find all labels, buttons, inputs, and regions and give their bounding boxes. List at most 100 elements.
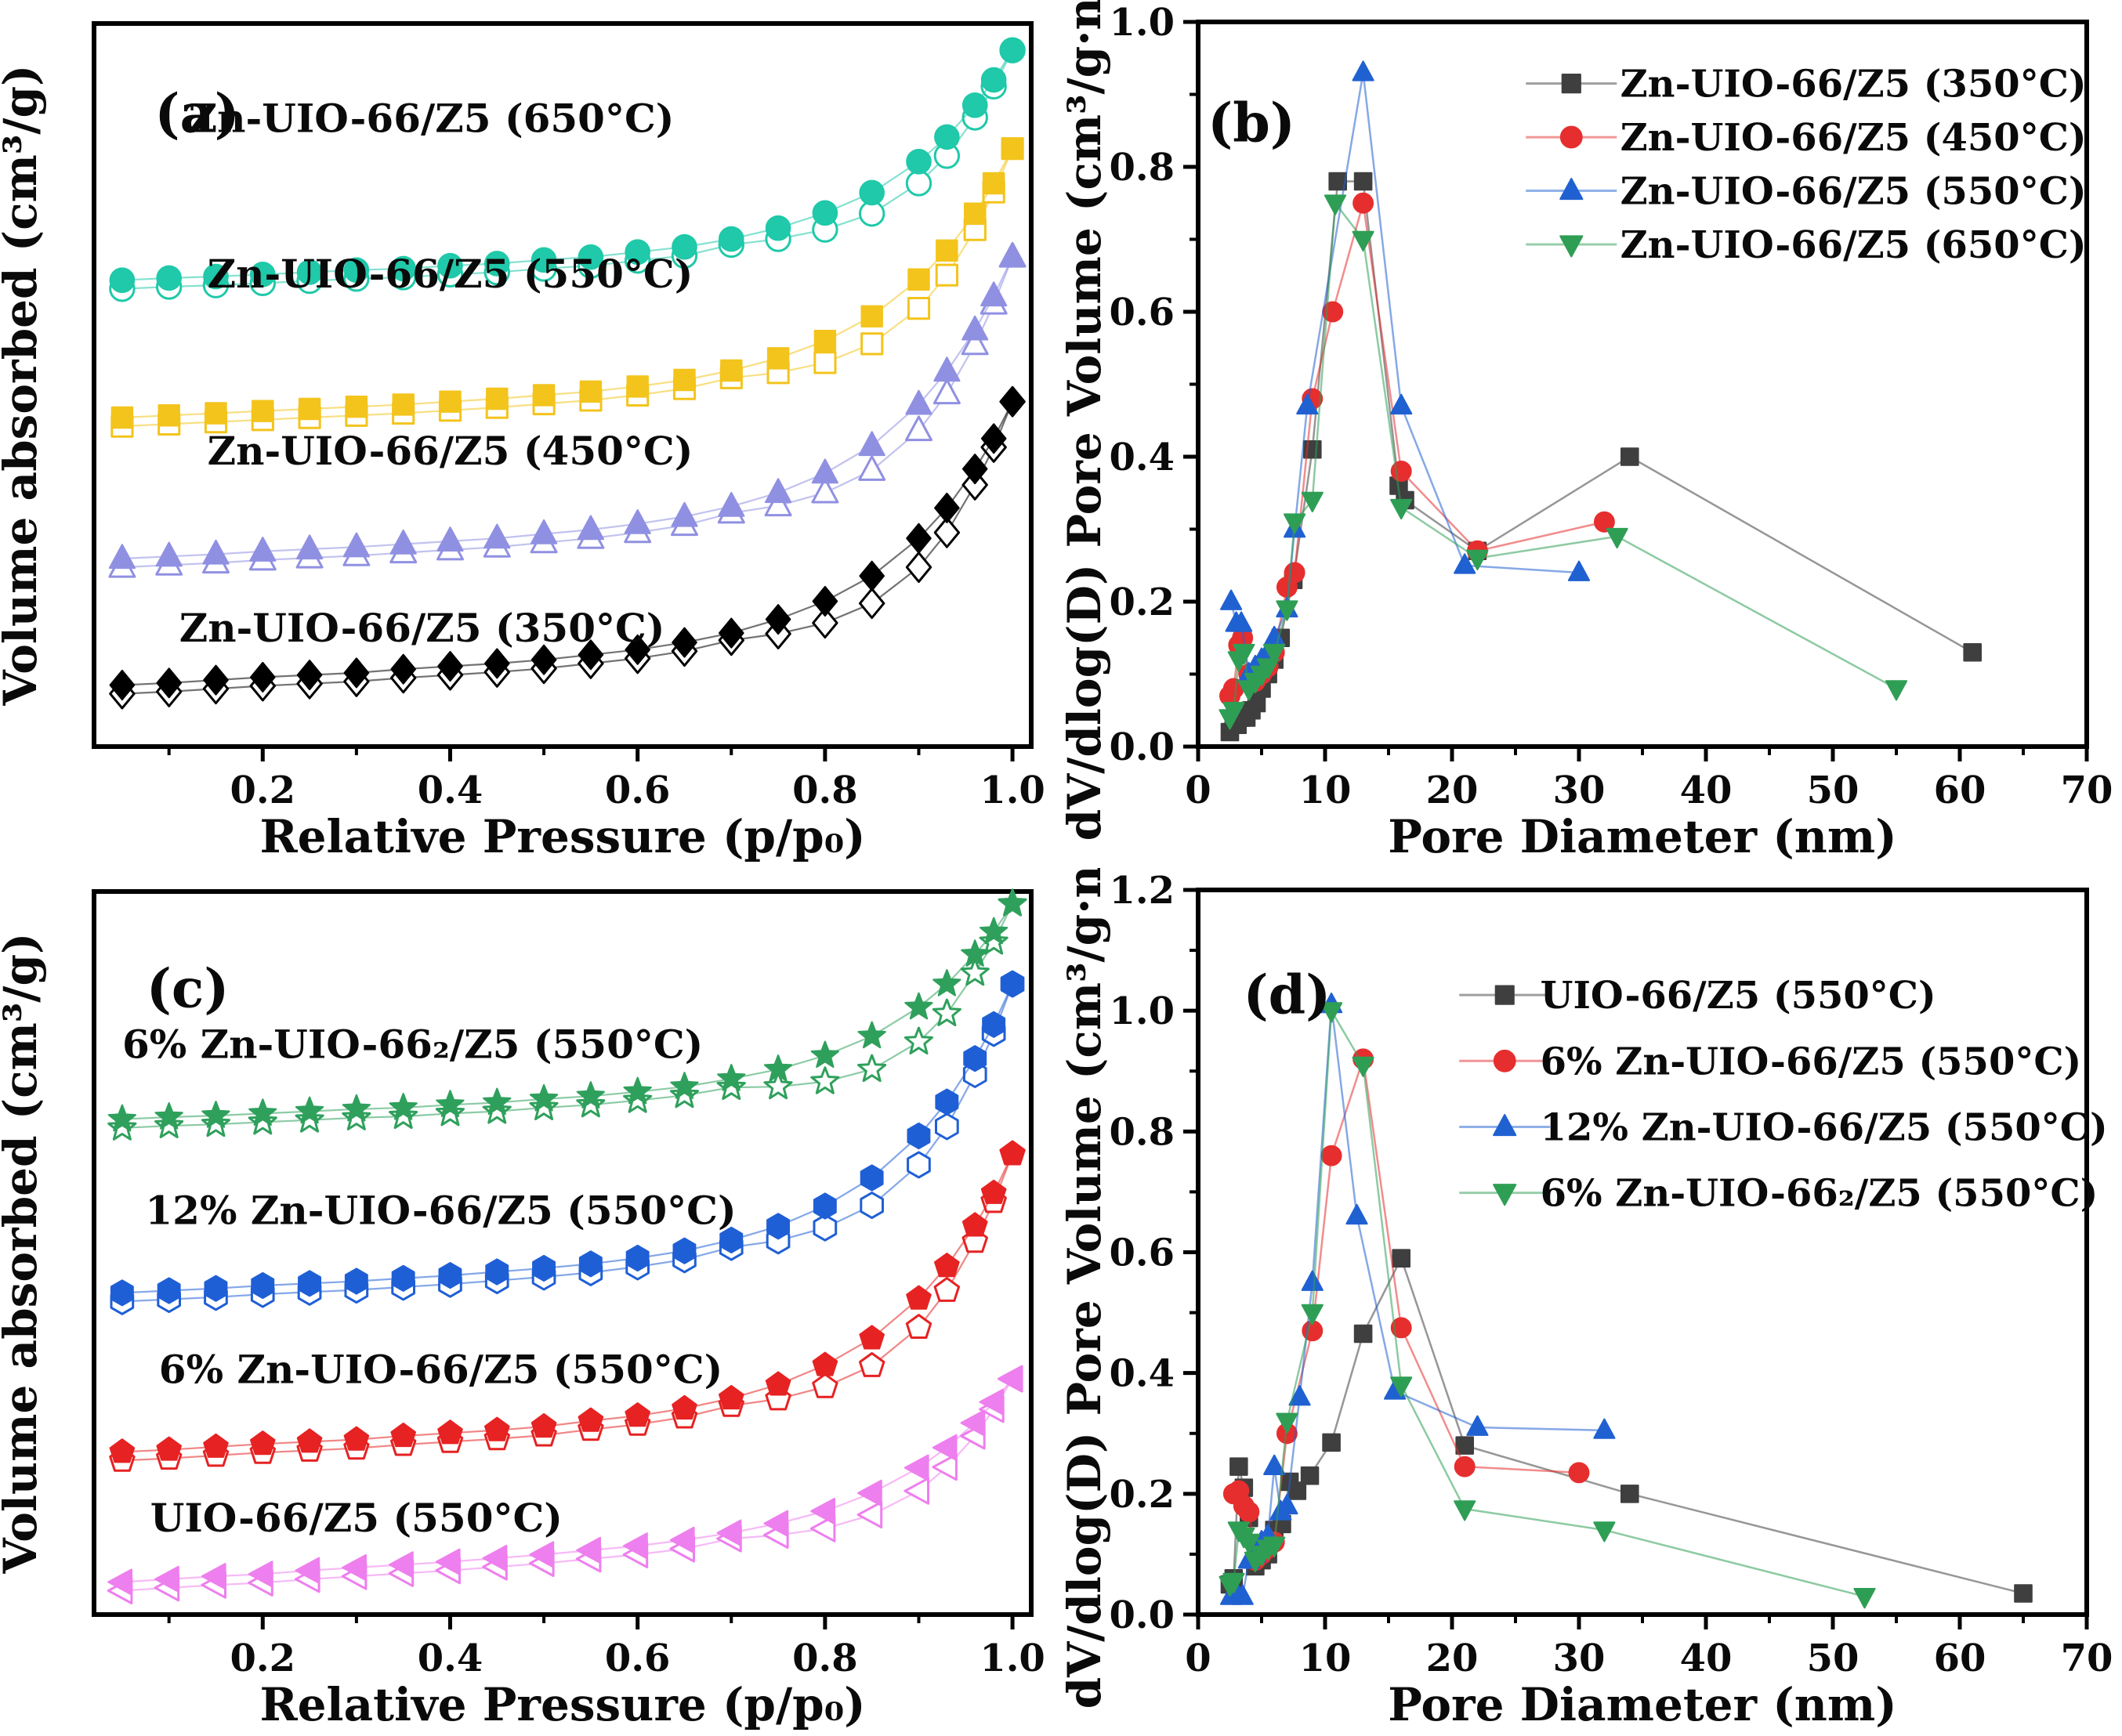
- svg-text:Zn-UIO-66/Z5 (350°C): Zn-UIO-66/Z5 (350°C): [179, 605, 665, 651]
- svg-text:Zn-UIO-66/Z5 (450°C): Zn-UIO-66/Z5 (450°C): [208, 428, 693, 474]
- legend-entry: Zn-UIO-66/Z5 (450°C): [1526, 116, 2087, 160]
- y-tick-label: 1.0: [1109, 989, 1175, 1033]
- series-line: [121, 401, 1014, 686]
- series-line: [121, 49, 1014, 290]
- axes: 0 10 20 30 40 50 60 70 0.0 0.2 0.4 0.6 0.8 1.0 1.2 Pore…: [1061, 868, 2113, 1731]
- x-tick-label: 0: [1185, 769, 1211, 812]
- x-tick-label: 0.2: [230, 1637, 296, 1680]
- x-tick-label: 50: [1807, 769, 1859, 812]
- series-6% Zn-UIO-66₂/Z5 (550°C) adsorption: [107, 888, 1027, 1132]
- x-tick-label: 1.0: [980, 769, 1045, 812]
- x-tick-label: 1.0: [980, 1637, 1045, 1680]
- series-Zn-UIO-66/Z5 (650°C): [1219, 194, 1908, 730]
- series-6% Zn-UIO-66/Z5 (550°C) adsorption: [109, 1140, 1026, 1463]
- x-tick-label: 0.4: [418, 1637, 483, 1680]
- legend-label: UIO-66/Z5 (550°C): [1541, 974, 1936, 1018]
- series-line: [121, 1378, 1014, 1592]
- x-tick-label: 20: [1426, 1637, 1479, 1680]
- series-UIO-66/Z5 (550°C) adsorption: [107, 1365, 1023, 1596]
- curve-label: Zn-UIO-66/Z5 (350°C): [179, 605, 665, 651]
- y-tick-label: 0.6: [1109, 291, 1175, 335]
- axes: 0.2 0.4 0.6 0.8 1.0 Relative Pressure (p/p₀) V…: [0, 889, 1045, 1731]
- legend-entry: Zn-UIO-66/Z5 (350°C): [1526, 63, 2087, 107]
- series-line: [121, 49, 1014, 281]
- x-tick-label: 20: [1426, 769, 1479, 812]
- curve-label: Zn-UIO-66/Z5 (550°C): [208, 251, 693, 297]
- panel-letter: (b): [1208, 92, 1295, 155]
- legend-label: Zn-UIO-66/Z5 (550°C): [1620, 170, 2087, 214]
- y-axis-title: dV/dlog(D) Pore Volume (cm³/g·nm): [1061, 0, 1111, 841]
- y-tick-label: 0.4: [1109, 1352, 1175, 1396]
- x-tick-label: 0.6: [605, 769, 671, 812]
- svg-text:UIO-66/Z5 (550°C): UIO-66/Z5 (550°C): [150, 1495, 563, 1541]
- y-tick-label: 0.2: [1109, 580, 1175, 624]
- panel-d: 0 10 20 30 40 50 60 70 0.0 0.2 0.4 0.6 0.8 1.0 1.2 Pore…: [1061, 868, 2122, 1736]
- series-Zn-UIO-66/Z5 (550°C) adsorption: [110, 137, 1024, 429]
- legend-entry: Zn-UIO-66/Z5 (550°C): [1526, 170, 2087, 214]
- x-tick-label: 0.8: [792, 769, 858, 812]
- series-line: [121, 903, 1014, 1120]
- legend: Zn-UIO-66/Z5 (350°C) Zn-UIO-66/Z5 (450°C)…: [1526, 63, 2087, 267]
- legend-label: Zn-UIO-66/Z5 (450°C): [1620, 116, 2087, 160]
- x-axis-title: Pore Diameter (nm): [1388, 1678, 1896, 1731]
- plot-frame: [92, 889, 1034, 1617]
- y-tick-label: 0.6: [1109, 1231, 1175, 1275]
- x-tick-label: 30: [1553, 1637, 1606, 1680]
- curve-label: Zn-UIO-66/Z5 (450°C): [208, 428, 693, 474]
- legend-entry: 6% Zn-UIO-66/Z5 (550°C): [1459, 1040, 2081, 1083]
- svg-text:12% Zn-UIO-66/Z5 (550°C): 12% Zn-UIO-66/Z5 (550°C): [145, 1188, 736, 1234]
- x-tick-label: 40: [1680, 769, 1733, 812]
- legend-label: Zn-UIO-66/Z5 (650°C): [1620, 223, 2087, 267]
- legend-entry: Zn-UIO-66/Z5 (650°C): [1526, 223, 2087, 267]
- curve-label: Zn-UIO-66/Z5 (650°C): [189, 95, 675, 141]
- svg-text:Zn-UIO-66/Z5 (550°C): Zn-UIO-66/Z5 (550°C): [208, 251, 693, 297]
- legend: UIO-66/Z5 (550°C) 6% Zn-UIO-66/Z5 (550°C)…: [1459, 974, 2108, 1216]
- x-tick-label: 30: [1553, 769, 1606, 812]
- x-axis-title: Relative Pressure (p/p₀): [259, 810, 865, 863]
- x-axis-title: Pore Diameter (nm): [1388, 810, 1896, 863]
- axes: 0.2 0.4 0.6 0.8 1.0 Relative Pressure (p/p₀) V…: [0, 21, 1045, 863]
- panel-a: 0.2 0.4 0.6 0.8 1.0 Relative Pressure (p/p₀) V…: [0, 0, 1061, 868]
- series-Zn-UIO-66/Z5 (350°C) adsorption: [109, 386, 1026, 701]
- panel-b-chart: 0 10 20 30 40 50 60 70 0.0 0.2 0.4 0.6 0.8 1.0 Pore Di…: [1061, 0, 2122, 868]
- panel-c-chart: 0.2 0.4 0.6 0.8 1.0 Relative Pressure (p/p₀) V…: [0, 868, 1061, 1736]
- curve-label: UIO-66/Z5 (550°C): [150, 1495, 563, 1541]
- curve-label: 6% Zn-UIO-66/Z5 (550°C): [159, 1347, 722, 1393]
- y-tick-label: 0.4: [1109, 436, 1175, 479]
- x-tick-label: 70: [2061, 769, 2113, 812]
- svg-text:(b): (b): [1208, 92, 1295, 155]
- panel-letter: (a): [154, 82, 239, 145]
- series-line: [121, 148, 1014, 428]
- y-tick-label: 0.0: [1109, 725, 1175, 769]
- panel-b: 0 10 20 30 40 50 60 70 0.0 0.2 0.4 0.6 0.8 1.0 Pore Di…: [1061, 0, 2122, 868]
- legend-label: 6% Zn-UIO-66₂/Z5 (550°C): [1541, 1172, 2098, 1216]
- y-axis-title: dV/dlog(D) Pore Volume (cm³/g·nm): [1061, 868, 1111, 1709]
- x-tick-label: 0.4: [418, 769, 483, 812]
- legend-entry: 12% Zn-UIO-66/Z5 (550°C): [1459, 1105, 2108, 1149]
- y-axis-title: Volume absorbed (cm³/g): [0, 65, 47, 707]
- series-Zn-UIO-66/Z5 (650°C) adsorption: [109, 37, 1026, 293]
- panel-letter: (d): [1243, 964, 1331, 1026]
- svg-text:6% Zn-UIO-66₂/Z5 (550°C): 6% Zn-UIO-66₂/Z5 (550°C): [122, 1021, 703, 1067]
- x-tick-label: 0.8: [792, 1637, 858, 1680]
- series-line: [121, 401, 1014, 695]
- legend-entry: UIO-66/Z5 (550°C): [1459, 974, 1936, 1018]
- x-tick-label: 60: [1934, 769, 1986, 812]
- y-tick-label: 0.8: [1109, 1110, 1175, 1154]
- legend-label: 12% Zn-UIO-66/Z5 (550°C): [1541, 1105, 2108, 1149]
- panel-d-chart: 0 10 20 30 40 50 60 70 0.0 0.2 0.4 0.6 0.8 1.0 1.2 Pore…: [1061, 868, 2122, 1736]
- y-tick-label: 0.8: [1109, 146, 1175, 190]
- series-line: [121, 903, 1014, 1129]
- legend-label: Zn-UIO-66/Z5 (350°C): [1620, 63, 2087, 107]
- series-line: [121, 1378, 1013, 1583]
- x-tick-label: 10: [1299, 769, 1352, 812]
- x-tick-label: 50: [1807, 1637, 1859, 1680]
- legend-entry: 6% Zn-UIO-66₂/Z5 (550°C): [1459, 1172, 2098, 1216]
- axes: 0 10 20 30 40 50 60 70 0.0 0.2 0.4 0.6 0.8 1.0 Pore Di…: [1061, 0, 2113, 863]
- x-axis-title: Relative Pressure (p/p₀): [259, 1678, 865, 1731]
- series-6% Zn-UIO-66₂/Z5 (550°C): [1219, 1002, 1876, 1609]
- curve-label: 6% Zn-UIO-66₂/Z5 (550°C): [122, 1021, 703, 1067]
- series-line: [121, 256, 1014, 569]
- panel-letter: (c): [147, 958, 230, 1021]
